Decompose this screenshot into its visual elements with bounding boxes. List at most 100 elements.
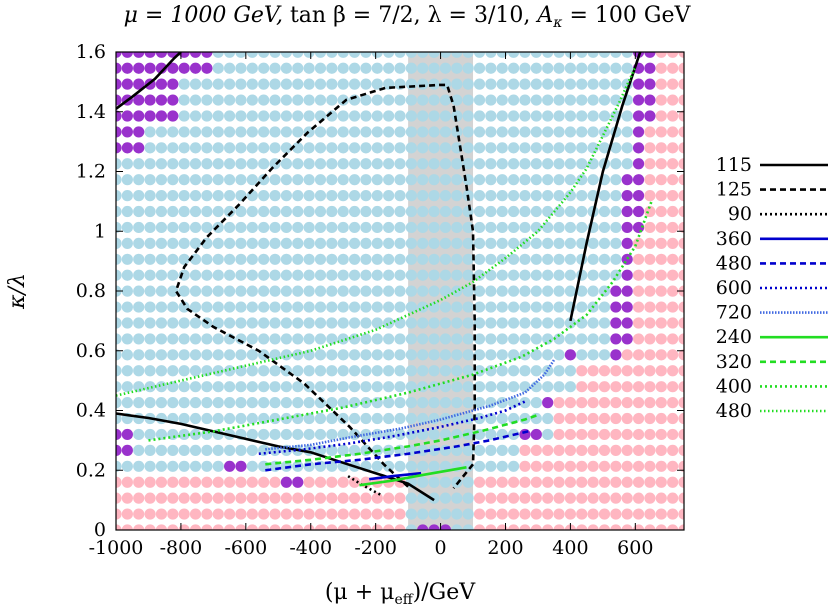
grid-point bbox=[439, 508, 452, 520]
grid-point bbox=[587, 444, 599, 456]
grid-point bbox=[621, 205, 633, 218]
grid-point bbox=[553, 52, 565, 58]
grid-point bbox=[678, 142, 684, 154]
grid-point bbox=[428, 349, 440, 361]
grid-point bbox=[178, 492, 190, 504]
grid-point bbox=[496, 508, 508, 520]
grid-point bbox=[519, 428, 531, 441]
grid-point bbox=[655, 508, 667, 520]
grid-point bbox=[144, 333, 156, 345]
grid-point bbox=[451, 269, 463, 281]
grid-point bbox=[116, 110, 122, 122]
grid-point bbox=[485, 237, 497, 249]
grid-point bbox=[473, 221, 486, 234]
grid-point bbox=[507, 397, 520, 409]
grid-point bbox=[121, 428, 133, 441]
grid-point bbox=[144, 52, 156, 58]
grid-point bbox=[167, 524, 179, 530]
grid-point bbox=[564, 237, 577, 249]
grid-point bbox=[116, 333, 122, 345]
grid-point bbox=[621, 301, 633, 313]
grid-point bbox=[201, 126, 213, 138]
point-grid bbox=[116, 52, 684, 530]
grid-point bbox=[246, 428, 258, 441]
grid-point bbox=[587, 317, 599, 329]
grid-point bbox=[212, 333, 224, 345]
grid-point bbox=[314, 428, 327, 441]
grid-point bbox=[121, 317, 133, 329]
grid-point bbox=[507, 205, 520, 218]
grid-point bbox=[201, 94, 213, 106]
grid-point bbox=[564, 349, 577, 361]
series-line bbox=[258, 400, 526, 456]
grid-point bbox=[439, 381, 452, 393]
grid-point bbox=[258, 110, 270, 122]
grid-point bbox=[116, 190, 122, 202]
grid-point bbox=[678, 52, 684, 58]
grid-point bbox=[644, 174, 656, 186]
grid-point bbox=[189, 285, 202, 297]
grid-point bbox=[542, 349, 554, 361]
grid-point bbox=[507, 333, 520, 345]
grid-point bbox=[212, 190, 224, 202]
grid-point bbox=[473, 269, 486, 281]
grid-point bbox=[678, 237, 684, 249]
grid-point bbox=[644, 142, 656, 154]
grid-point bbox=[360, 78, 372, 90]
grid-point bbox=[224, 444, 236, 456]
grid-point bbox=[621, 365, 633, 377]
grid-point bbox=[258, 52, 270, 58]
grid-point bbox=[451, 285, 463, 297]
grid-point bbox=[621, 349, 633, 361]
grid-point bbox=[383, 397, 395, 409]
grid-point bbox=[678, 349, 684, 361]
grid-point bbox=[292, 508, 304, 520]
grid-point bbox=[189, 492, 202, 504]
grid-point bbox=[224, 317, 236, 329]
grid-point bbox=[280, 476, 292, 488]
grid-point bbox=[167, 444, 179, 456]
y-tick-label: 0.8 bbox=[76, 280, 106, 302]
grid-point bbox=[280, 285, 292, 297]
grid-point bbox=[632, 205, 645, 218]
grid-point bbox=[496, 285, 508, 297]
grid-point bbox=[632, 508, 645, 520]
grid-point bbox=[655, 190, 667, 202]
grid-point bbox=[564, 444, 577, 456]
grid-point bbox=[473, 62, 486, 74]
grid-point bbox=[314, 444, 327, 456]
grid-point bbox=[292, 301, 304, 313]
grid-point bbox=[212, 110, 224, 122]
grid-point bbox=[292, 492, 304, 504]
legend-label: 115 bbox=[716, 154, 752, 176]
grid-point bbox=[303, 492, 315, 504]
grid-point bbox=[155, 142, 168, 154]
grid-point bbox=[621, 253, 633, 265]
grid-point bbox=[155, 94, 168, 106]
grid-point bbox=[189, 78, 202, 90]
grid-point bbox=[405, 524, 417, 530]
grid-point bbox=[155, 253, 168, 265]
grid-point bbox=[451, 190, 463, 202]
grid-point bbox=[507, 190, 520, 202]
grid-point bbox=[621, 492, 633, 504]
grid-point bbox=[167, 397, 179, 409]
grid-point bbox=[360, 174, 372, 186]
grid-point bbox=[598, 476, 611, 488]
grid-point bbox=[144, 142, 156, 154]
grid-point bbox=[269, 492, 281, 504]
series-blue-360 bbox=[369, 471, 422, 481]
grid-point bbox=[337, 381, 349, 393]
grid-point bbox=[621, 269, 633, 281]
grid-point bbox=[462, 78, 474, 90]
grid-point bbox=[258, 365, 270, 377]
grid-point bbox=[564, 126, 577, 138]
grid-point bbox=[462, 110, 474, 122]
legend-label: 320 bbox=[716, 351, 752, 373]
grid-point bbox=[587, 460, 599, 472]
grid-point bbox=[121, 365, 133, 377]
grid-point bbox=[212, 94, 224, 106]
grid-point bbox=[178, 158, 190, 170]
grid-point bbox=[428, 110, 440, 122]
grid-point bbox=[348, 365, 361, 377]
